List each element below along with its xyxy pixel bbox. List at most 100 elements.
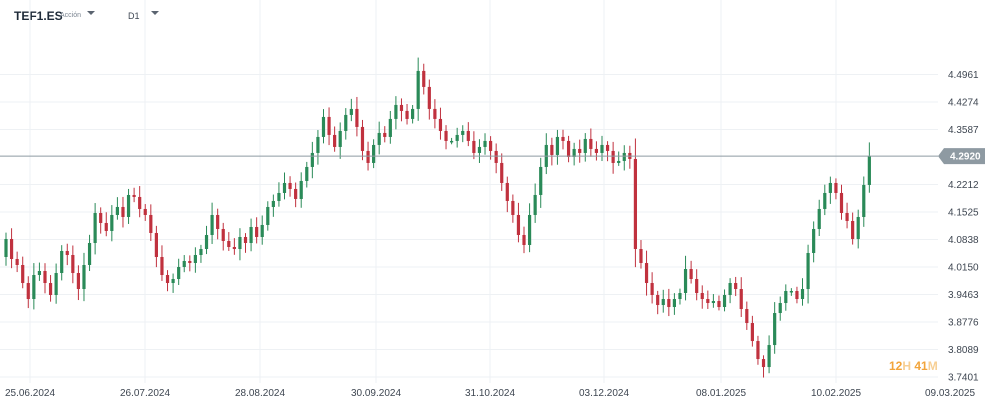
candle-down — [466, 130, 470, 141]
candle-up — [867, 156, 871, 185]
candle-down — [734, 283, 738, 290]
asset-type-label: Acción — [60, 12, 82, 19]
candle-down — [667, 299, 671, 308]
candle-up — [37, 271, 42, 276]
timeframe-dropdown-chevron-icon[interactable] — [151, 11, 159, 15]
chart-toolbar: TEF1.ES Acción D1 — [0, 0, 300, 30]
timeframe-label[interactable]: D1 — [128, 11, 140, 21]
candle-down — [633, 158, 638, 249]
candle-up — [126, 194, 131, 217]
candle-up — [862, 184, 866, 217]
candle-down — [745, 309, 749, 324]
x-tick-label: 08.01.2025 — [696, 388, 746, 399]
candle-down — [851, 220, 855, 239]
candle-down — [611, 150, 615, 163]
candle-down — [472, 140, 476, 153]
candle-down — [644, 262, 649, 284]
candle-down — [132, 194, 136, 197]
candle-down — [138, 196, 142, 209]
candle-down — [104, 222, 108, 231]
candle-up — [622, 152, 626, 161]
candle-down — [488, 140, 493, 151]
x-tick-label: 03.12.2024 — [579, 388, 629, 399]
candle-down — [333, 134, 337, 147]
candle-down — [65, 250, 69, 255]
candle-down — [360, 126, 365, 151]
candle-down — [845, 212, 849, 221]
candle-down — [21, 264, 25, 284]
candle-up — [778, 303, 782, 314]
candle-down — [149, 214, 153, 233]
candle-up — [533, 194, 537, 215]
candle-up — [238, 236, 242, 249]
candle-down — [594, 148, 599, 153]
x-tick-label: 30.09.2024 — [351, 388, 401, 399]
candle-down — [739, 289, 743, 310]
candle-down — [511, 200, 515, 215]
candle-down — [43, 271, 47, 284]
candle-down — [255, 226, 259, 237]
current-price-badge — [938, 148, 985, 165]
candle-up — [93, 212, 97, 243]
x-tick-label: 10.02.2025 — [811, 388, 861, 399]
y-tick-label: 4.1525 — [948, 207, 979, 218]
candle-up — [416, 70, 420, 109]
candle-down — [121, 206, 125, 217]
candle-up — [277, 192, 281, 201]
candle-down — [288, 182, 292, 189]
candle-down — [227, 240, 231, 247]
current-price-value: 4.2920 — [950, 152, 981, 163]
x-tick-label: 28.08.2024 — [235, 388, 285, 399]
candle-down — [143, 208, 147, 215]
x-tick-label: 31.10.2024 — [465, 388, 515, 399]
candle-up — [600, 144, 604, 153]
candle-down — [639, 248, 643, 263]
candle-up — [817, 208, 821, 229]
y-tick-label: 3.7401 — [948, 373, 979, 384]
countdown-hours: 12 — [889, 359, 903, 373]
candle-down — [76, 273, 81, 290]
y-tick-label: 4.4961 — [948, 70, 979, 81]
candle-up — [572, 148, 576, 157]
candle-up — [828, 182, 832, 193]
y-tick-label: 3.9463 — [948, 290, 979, 301]
candle-down — [188, 260, 192, 263]
candle-up — [372, 144, 376, 163]
candle-up — [321, 116, 326, 137]
candle-up — [249, 226, 253, 243]
candle-up — [477, 146, 482, 153]
candle-down — [422, 70, 426, 87]
symbol-label[interactable]: TEF1.ES — [14, 9, 63, 23]
candle-down — [366, 150, 370, 163]
candle-up — [177, 267, 181, 280]
candle-down — [165, 275, 170, 284]
candle-down — [232, 246, 236, 249]
candle-down — [500, 162, 504, 183]
candle-down — [695, 279, 699, 294]
candle-down — [405, 110, 409, 119]
candle-down — [26, 283, 30, 300]
candle-down — [550, 144, 554, 155]
candle-down — [427, 86, 431, 109]
candle-down — [444, 130, 448, 141]
candle-up — [338, 130, 342, 147]
candle-down — [578, 148, 582, 153]
candle-up — [204, 234, 209, 249]
candle-up — [411, 108, 415, 119]
y-tick-label: 4.4274 — [948, 97, 979, 108]
candle-up — [483, 140, 487, 147]
x-tick-label: 26.07.2024 — [120, 388, 170, 399]
candle-up — [310, 152, 314, 167]
candle-down — [516, 214, 521, 235]
candle-up — [60, 250, 64, 274]
x-tick-label: 09.03.2025 — [925, 388, 975, 399]
candle-up — [583, 138, 587, 153]
candle-down — [706, 299, 710, 304]
candle-up — [539, 166, 543, 195]
candle-down — [294, 188, 298, 199]
candle-down — [355, 108, 359, 127]
symbol-dropdown-chevron-icon[interactable] — [87, 11, 95, 15]
candle-up — [672, 299, 676, 308]
candle-up — [722, 295, 727, 308]
